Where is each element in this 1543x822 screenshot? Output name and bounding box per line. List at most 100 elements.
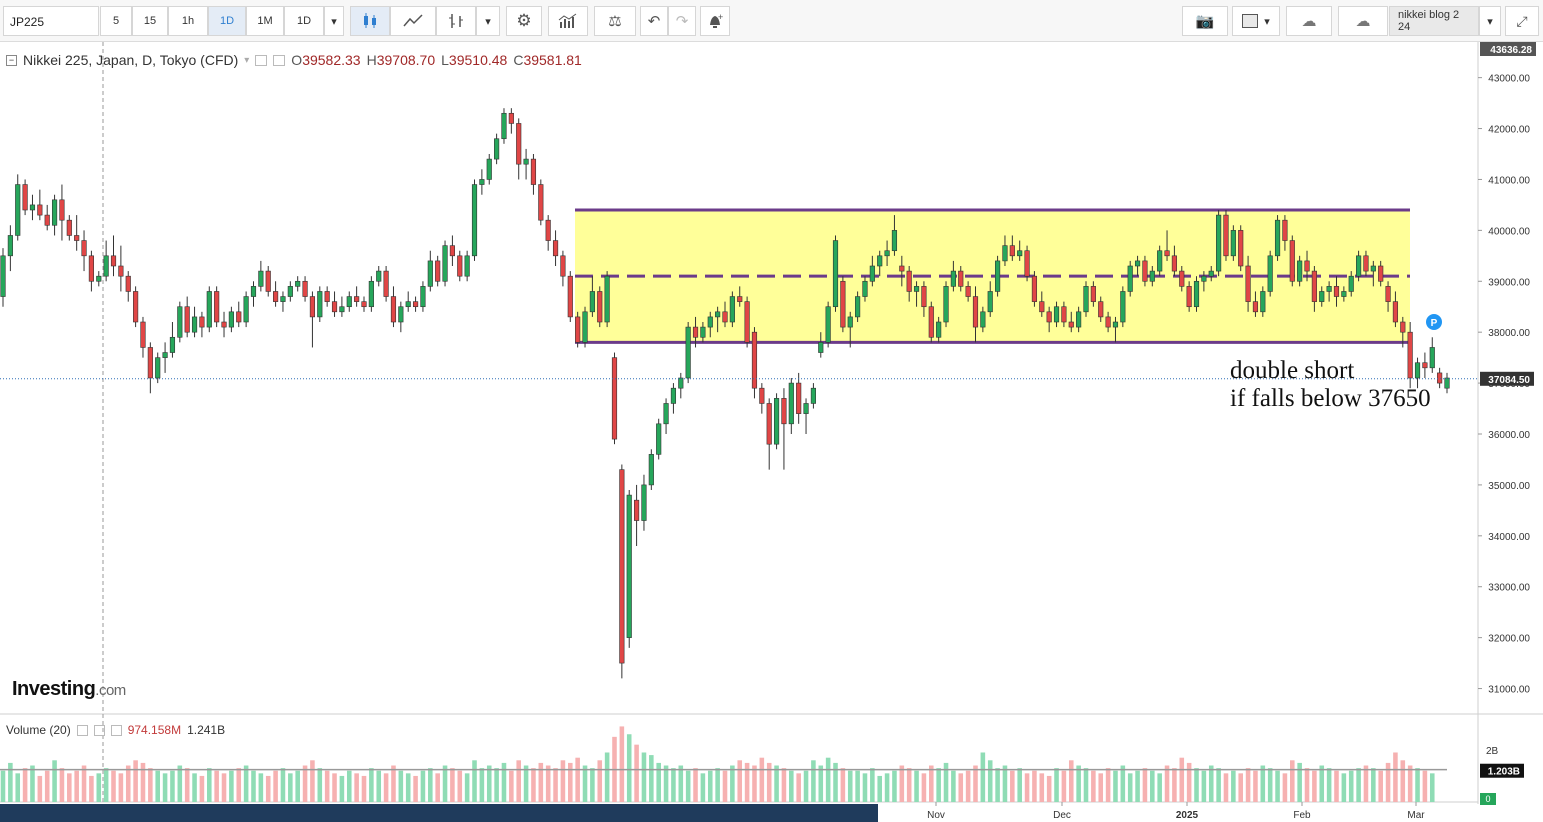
close-value: 39581.81: [523, 52, 582, 68]
alert-button[interactable]: +: [700, 6, 730, 36]
price-tick-label: 40000.00: [1488, 226, 1530, 237]
volume-bar: [796, 773, 801, 802]
candle-up: [1076, 306, 1082, 333]
candle-up: [648, 449, 654, 490]
screenshot-button[interactable]: 📷: [1182, 6, 1228, 36]
candle-body: [427, 260, 433, 287]
eye-icon[interactable]: [255, 54, 268, 66]
expand-button[interactable]: ⤢: [1505, 6, 1539, 36]
settings-small-icon[interactable]: [273, 54, 286, 66]
layout-dropdown-button[interactable]: ▾: [1479, 6, 1501, 36]
candle-body: [1319, 291, 1325, 302]
chart-annotation[interactable]: double short if falls below 37650: [1230, 357, 1431, 413]
candle-up: [862, 276, 868, 302]
candle-body: [1311, 270, 1317, 302]
volume-bar: [1046, 775, 1052, 802]
volume-bar: [428, 768, 433, 802]
volume-bar: [951, 770, 956, 802]
cloud-download-button[interactable]: ☁: [1286, 6, 1332, 36]
volume-bar: [1245, 768, 1251, 802]
candles-icon: [364, 13, 376, 28]
top-price-badge: [1480, 42, 1536, 56]
fullscreen-chart-button[interactable]: ▾: [1232, 6, 1280, 36]
candle-up: [346, 291, 352, 312]
line-chart-icon: [403, 14, 423, 27]
interval-15[interactable]: 15: [132, 6, 168, 36]
volume-bar: [501, 762, 507, 802]
candle-body: [928, 306, 934, 338]
candle-up: [162, 342, 168, 373]
layout-name[interactable]: nikkei blog 2 24: [1389, 6, 1479, 36]
candle-down: [1039, 291, 1045, 317]
interval-1d-alt[interactable]: 1D: [284, 6, 324, 36]
candle-body: [1230, 230, 1236, 257]
candle-down: [611, 352, 618, 445]
candle-body: [1068, 321, 1074, 328]
candle-down: [1024, 245, 1030, 282]
cloud-upload-button[interactable]: ☁: [1338, 6, 1388, 36]
candle-down: [22, 179, 28, 216]
interval-1m[interactable]: 1M: [246, 6, 284, 36]
candle-up: [1216, 210, 1222, 277]
candle-body: [1348, 275, 1354, 292]
candle-body: [1002, 245, 1008, 262]
volume-bar: [15, 773, 21, 802]
undo-button[interactable]: ↶: [640, 6, 668, 36]
compare-button[interactable]: ⚖: [594, 6, 636, 36]
candle-up: [287, 281, 293, 302]
candle-down: [1090, 281, 1096, 307]
candle-body: [191, 316, 198, 333]
candle-up: [486, 154, 492, 185]
candle-up: [582, 306, 588, 348]
candle-body: [228, 311, 234, 328]
settings-button[interactable]: ⚙: [506, 6, 542, 36]
interval-5[interactable]: 5: [100, 6, 132, 36]
svg-text:+: +: [718, 12, 723, 22]
candle-up: [1370, 260, 1376, 287]
price-tick-label: 31000.00: [1488, 685, 1530, 696]
candles-chart-type-button[interactable]: [350, 6, 390, 36]
candle-body: [1179, 270, 1185, 287]
symbol-input[interactable]: JP225: [3, 6, 99, 36]
interval-1h[interactable]: 1h: [168, 6, 208, 36]
candle-down: [1179, 266, 1185, 292]
volume-bar: [369, 768, 374, 802]
time-tick-label: Mar: [1407, 810, 1425, 821]
eye-icon[interactable]: [76, 724, 88, 736]
candle-down: [1245, 255, 1251, 312]
close-icon[interactable]: [110, 724, 122, 736]
line-chart-type-button[interactable]: [390, 6, 436, 36]
candle-down: [1311, 266, 1317, 312]
indicators-button[interactable]: [548, 6, 588, 36]
annotation-line-1: double short: [1230, 357, 1355, 384]
volume-bar: [634, 744, 639, 802]
series-dropdown-icon[interactable]: ▾: [244, 54, 250, 66]
volume-bar: [877, 775, 882, 802]
volume-bar: [833, 762, 838, 802]
volume-bar: [531, 768, 536, 802]
volume-bar: [398, 770, 404, 802]
price-tick-label: 41000.00: [1488, 175, 1530, 186]
candle-down: [66, 215, 72, 241]
candle-up: [1341, 286, 1347, 302]
candle-down: [1171, 245, 1177, 277]
chart-type-dropdown-button[interactable]: ▾: [476, 6, 500, 36]
volume-bar: [553, 768, 558, 802]
candle-up: [832, 235, 839, 312]
interval-1d[interactable]: 1D: [208, 6, 246, 36]
redo-button[interactable]: ↷: [668, 6, 696, 36]
candle-body: [921, 286, 927, 308]
candle-body: [1282, 219, 1288, 241]
candle-down: [965, 281, 971, 302]
candle-up: [442, 240, 448, 287]
volume-bar: [663, 765, 669, 802]
candle-body: [1142, 260, 1148, 282]
interval-dropdown-button[interactable]: ▾: [324, 6, 344, 36]
candle-up: [847, 311, 853, 348]
bars-chart-type-button[interactable]: [436, 6, 476, 36]
candle-body: [891, 230, 898, 252]
price-legend: − Nikkei 225, Japan, D, Tokyo (CFD) ▾ O3…: [6, 52, 582, 68]
collapse-icon[interactable]: −: [6, 54, 17, 66]
settings-small-icon[interactable]: [93, 724, 105, 736]
